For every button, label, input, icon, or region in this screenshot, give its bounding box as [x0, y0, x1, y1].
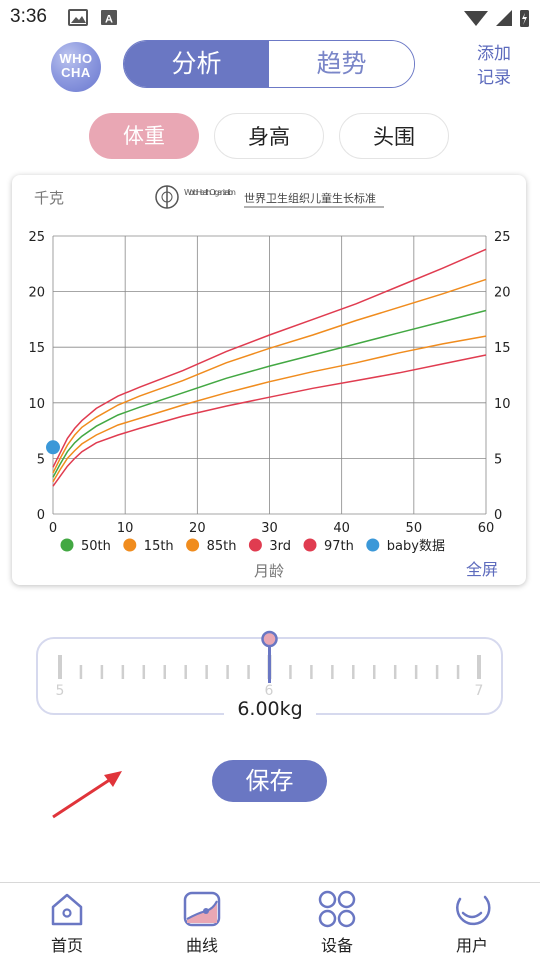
svg-text:A: A	[105, 14, 113, 26]
who-cha-logo: WHO CHA	[51, 42, 101, 92]
nav-device[interactable]: 设备	[297, 889, 377, 959]
series-line-50th	[52, 309, 487, 478]
chip-head-circumference[interactable]: 头围	[339, 113, 449, 159]
ruler-label-min: 5	[56, 683, 65, 699]
y-tick-label-left: 25	[28, 230, 45, 245]
legend-marker	[186, 538, 200, 552]
x-tick-label: 50	[406, 521, 423, 536]
curve-icon	[183, 891, 221, 927]
x-tick-label: 60	[478, 521, 495, 536]
home-icon	[51, 893, 83, 926]
y-tick-label-left: 5	[37, 452, 45, 467]
series-line-15th	[52, 335, 487, 483]
chip-height[interactable]: 身高	[214, 113, 324, 159]
x-tick-label: 20	[189, 521, 206, 536]
legend-label: baby数据	[387, 539, 445, 554]
who-standard-title: 世界卫生组织儿童生长标准	[244, 191, 376, 205]
legend-label: 85th	[207, 539, 237, 554]
x-axis-label: 月龄	[254, 562, 284, 580]
bottom-nav: 首页 曲线 设备 用户	[0, 882, 540, 961]
x-tick-label: 10	[117, 521, 134, 536]
ruler-handle[interactable]	[261, 630, 278, 648]
y-unit-label: 千克	[34, 189, 64, 207]
legend-marker	[60, 538, 74, 552]
user-icon	[456, 895, 491, 926]
status-time: 3:36	[10, 6, 47, 27]
series-line-3rd	[52, 354, 487, 487]
y-tick-label-left: 20	[28, 286, 45, 301]
legend-label: 15th	[144, 539, 174, 554]
y-tick-label-right: 10	[494, 397, 511, 412]
tab-trend[interactable]: 趋势	[269, 41, 414, 87]
y-tick-label-right: 0	[494, 508, 502, 523]
weight-ruler-scale[interactable]: 5 6 7	[36, 625, 503, 725]
legend-label: 3rd	[269, 539, 291, 554]
legend-label: 97th	[324, 539, 354, 554]
header: WHO CHA 分析 趋势 添加 记录	[0, 34, 540, 98]
save-button[interactable]: 保存	[212, 760, 327, 802]
legend-marker	[248, 538, 262, 552]
y-tick-label-left: 10	[28, 397, 45, 412]
series-line-85th	[52, 278, 487, 474]
ruler-label-max: 7	[475, 683, 484, 699]
y-tick-label-right: 25	[494, 230, 511, 245]
y-tick-label-left: 0	[37, 508, 45, 523]
tab-analysis[interactable]: 分析	[124, 41, 269, 87]
chip-weight[interactable]: 体重	[89, 113, 199, 159]
y-tick-label-left: 15	[28, 341, 45, 356]
y-tick-label-right: 15	[494, 341, 511, 356]
legend-label: 50th	[81, 539, 111, 554]
ruler-label-mid: 6	[265, 683, 274, 699]
who-caption: World Health Organization	[184, 188, 236, 197]
status-bar: 3:36 A	[0, 0, 540, 34]
nav-curve[interactable]: 曲线	[162, 889, 242, 959]
y-tick-label-right: 20	[494, 286, 511, 301]
who-emblem-icon	[155, 185, 179, 209]
view-switch: 分析 趋势	[123, 40, 415, 88]
x-tick-label: 40	[333, 521, 350, 536]
add-record-button[interactable]: 添加 记录	[477, 44, 511, 88]
legend-marker	[303, 538, 317, 552]
legend-marker	[366, 538, 380, 552]
notification-icons: A	[68, 9, 117, 26]
x-tick-label: 30	[261, 521, 278, 536]
red-arrow-annotation	[52, 771, 122, 819]
nav-home[interactable]: 首页	[27, 889, 107, 959]
wifi-icon	[464, 11, 488, 26]
baby-data-point	[46, 440, 60, 455]
legend-marker	[123, 538, 137, 552]
device-icon	[318, 890, 356, 928]
y-tick-label-right: 5	[494, 452, 502, 467]
system-icons	[464, 10, 529, 27]
fullscreen-button[interactable]: 全屏	[466, 560, 498, 579]
nav-user[interactable]: 用户	[432, 889, 512, 959]
growth-chart-card: 千克 World Health Organization 世界卫生组织儿童生长标…	[12, 175, 526, 585]
x-tick-label: 0	[49, 521, 57, 536]
signal-icon	[496, 10, 512, 26]
weight-value: 6.00kg	[224, 696, 316, 722]
metric-chips: 体重 身高 头围	[0, 113, 540, 159]
growth-chart: 千克 World Health Organization 世界卫生组织儿童生长标…	[28, 185, 511, 580]
series-line-97th	[52, 248, 487, 468]
